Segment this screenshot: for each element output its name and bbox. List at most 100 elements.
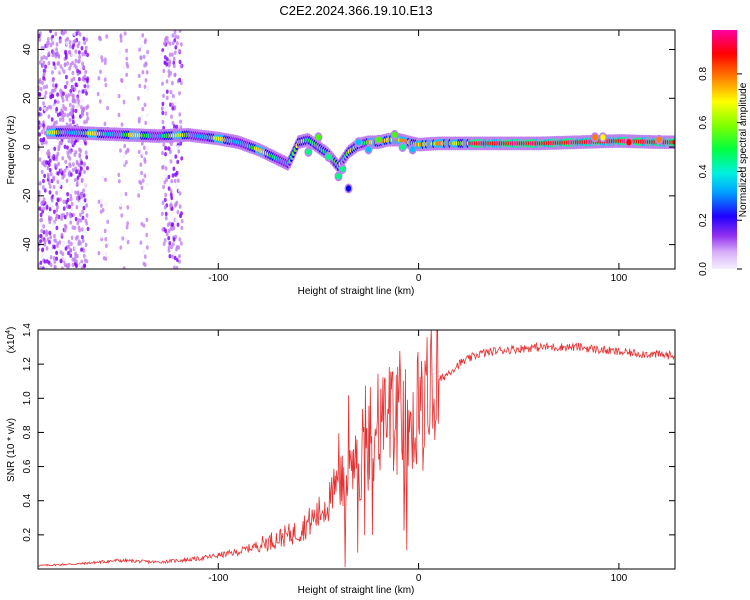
noise-speck: [78, 172, 82, 177]
noise-speck: [60, 232, 64, 237]
noise-speck: [56, 61, 60, 66]
noise-speck: [142, 261, 146, 266]
noise-speck: [138, 179, 142, 185]
noise-speck: [49, 262, 53, 268]
noise-speck: [56, 205, 59, 210]
noise-speck: [54, 238, 57, 243]
noise-speck: [171, 40, 175, 46]
noise-speck: [53, 99, 57, 104]
noise-speck: [70, 188, 74, 193]
y-tick-label: 1.4: [22, 323, 33, 337]
noise-speck: [80, 105, 83, 110]
noise-speck: [75, 236, 78, 241]
spectral-blob: [400, 143, 406, 151]
noise-speck: [172, 63, 176, 69]
noise-speck: [50, 204, 54, 209]
noise-speck: [69, 172, 73, 177]
noise-speck: [169, 102, 172, 107]
noise-speck: [80, 65, 83, 70]
noise-speck: [58, 182, 61, 187]
noise-speck: [163, 197, 167, 203]
noise-speck: [45, 266, 49, 269]
noise-speck: [59, 88, 62, 93]
noise-speck: [53, 259, 57, 264]
noise-speck: [44, 140, 48, 145]
noise-speck: [117, 93, 121, 99]
noise-speck: [45, 205, 49, 210]
noise-speck: [162, 184, 166, 190]
noise-speck: [53, 233, 56, 239]
noise-speck: [52, 222, 55, 227]
noise-speck: [168, 254, 172, 259]
noise-speck: [161, 81, 164, 86]
noise-speck: [44, 64, 47, 69]
noise-speck: [43, 85, 46, 90]
noise-speck: [100, 197, 103, 203]
colorbar-tick-label: 0.0: [698, 262, 709, 276]
noise-speck: [71, 114, 75, 120]
noise-speck: [179, 141, 183, 146]
noise-speck: [101, 92, 105, 98]
noise-speck: [54, 54, 58, 59]
snr-y-multiplier-base: (x10: [6, 333, 17, 353]
spectrogram-ylabel: Frequency (Hz): [6, 116, 17, 185]
noise-speck: [82, 248, 86, 253]
noise-speck: [174, 101, 177, 106]
noise-speck: [167, 228, 171, 233]
noise-speck: [100, 203, 103, 208]
noise-speck: [41, 200, 45, 205]
noise-speck: [171, 81, 174, 86]
noise-speck: [43, 159, 46, 164]
noise-speck: [168, 241, 172, 246]
noise-speck: [39, 69, 43, 75]
noise-speck: [142, 223, 146, 228]
noise-speck: [72, 120, 75, 125]
noise-speck: [101, 175, 104, 180]
noise-speck: [175, 184, 179, 189]
noise-speck: [48, 167, 52, 173]
noise-speck: [80, 160, 83, 165]
x-tick-label: -100: [208, 573, 228, 584]
noise-speck: [145, 147, 149, 152]
noise-speck: [163, 205, 167, 210]
noise-speck: [53, 209, 56, 214]
noise-speck: [117, 172, 121, 178]
noise-speck: [83, 198, 87, 203]
noise-speck: [40, 149, 44, 154]
noise-speck: [65, 80, 69, 86]
noise-speck: [171, 106, 175, 111]
noise-speck: [38, 120, 41, 125]
noise-speck: [84, 49, 87, 55]
noise-speck: [174, 218, 178, 223]
noise-speck: [164, 166, 168, 171]
noise-speck: [82, 205, 86, 211]
noise-speck: [68, 117, 72, 123]
noise-speck: [171, 33, 175, 38]
noise-speck: [81, 209, 84, 215]
noise-speck: [125, 48, 128, 53]
snr-xlabel: Height of straight line (km): [298, 585, 415, 596]
noise-speck: [59, 197, 62, 202]
y-tick-label: 1.0: [22, 391, 33, 405]
noise-speck: [48, 190, 52, 195]
noise-speck: [118, 50, 121, 55]
y-tick-label: 0.2: [22, 527, 33, 541]
noise-speck: [54, 83, 58, 88]
noise-speck: [66, 197, 70, 203]
noise-speck: [54, 31, 58, 37]
y-tick-label: -20: [22, 188, 33, 203]
noise-speck: [177, 245, 181, 250]
noise-speck: [49, 255, 53, 260]
noise-speck: [168, 52, 172, 57]
noise-speck: [49, 105, 53, 110]
noise-speck: [165, 79, 169, 84]
noise-speck: [64, 246, 68, 251]
noise-speck: [73, 31, 76, 36]
noise-speck: [142, 249, 146, 254]
noise-speck: [171, 102, 175, 108]
noise-speck: [55, 106, 59, 112]
noise-speck: [59, 64, 63, 69]
noise-speck: [142, 54, 146, 60]
noise-speck: [70, 107, 74, 112]
